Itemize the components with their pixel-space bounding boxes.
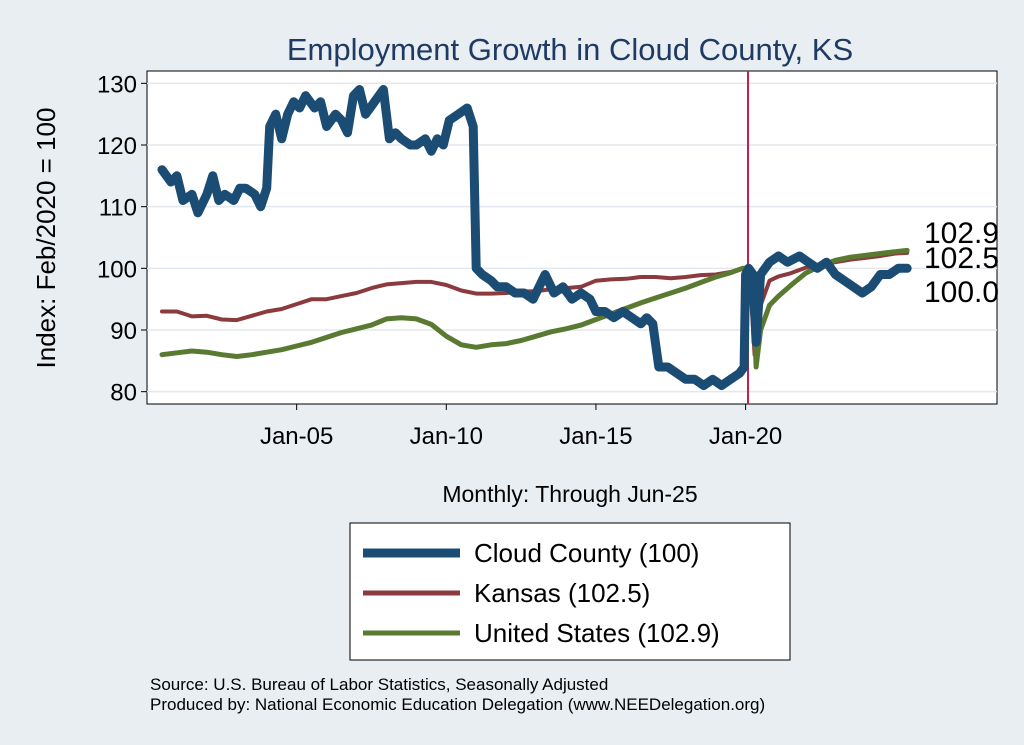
x-tick-label-Jan-15: Jan-15: [559, 423, 632, 450]
end-label-cloud-county: 100.0: [924, 276, 999, 309]
y-tick-label-110: 110: [99, 195, 137, 222]
y-tick-label-130: 130: [97, 71, 137, 98]
end-label-kansas: 102.5: [924, 242, 999, 275]
y-axis-label: Index: Feb/2020 = 100: [31, 108, 61, 369]
y-tick-label-90: 90: [110, 318, 137, 345]
x-axis: Jan-05 Jan-10 Jan-15 Jan-20: [260, 404, 782, 450]
y-axis: 80 90 100 110 120 130: [97, 71, 147, 407]
x-axis-label: Monthly: Through Jun-25: [442, 481, 697, 507]
produced-by-note: Produced by: National Economic Education…: [150, 695, 765, 714]
chart-title: Employment Growth in Cloud County, KS: [287, 32, 853, 67]
series-line-united-states: [159, 247, 910, 370]
legend-label-cloud-county: Cloud County (100): [474, 538, 699, 568]
legend: Cloud County (100) Kansas (102.5) United…: [349, 522, 791, 661]
x-tick-label-Jan-05: Jan-05: [260, 423, 333, 450]
end-label-united-states: 102.9: [924, 217, 999, 250]
series-line-cloud-county: [157, 85, 912, 390]
gridlines: [147, 82, 997, 393]
y-tick-label-120: 120: [97, 133, 137, 160]
y-tick-label-80: 80: [110, 380, 137, 407]
y-tick-label-100: 100: [97, 256, 137, 283]
legend-label-kansas: Kansas (102.5): [474, 578, 650, 608]
source-note: Source: U.S. Bureau of Labor Statistics,…: [150, 675, 608, 694]
legend-label-united-states: United States (102.9): [474, 618, 720, 648]
x-tick-label-Jan-10: Jan-10: [410, 423, 483, 450]
series-lines: [157, 85, 912, 390]
x-tick-label-Jan-20: Jan-20: [709, 423, 782, 450]
